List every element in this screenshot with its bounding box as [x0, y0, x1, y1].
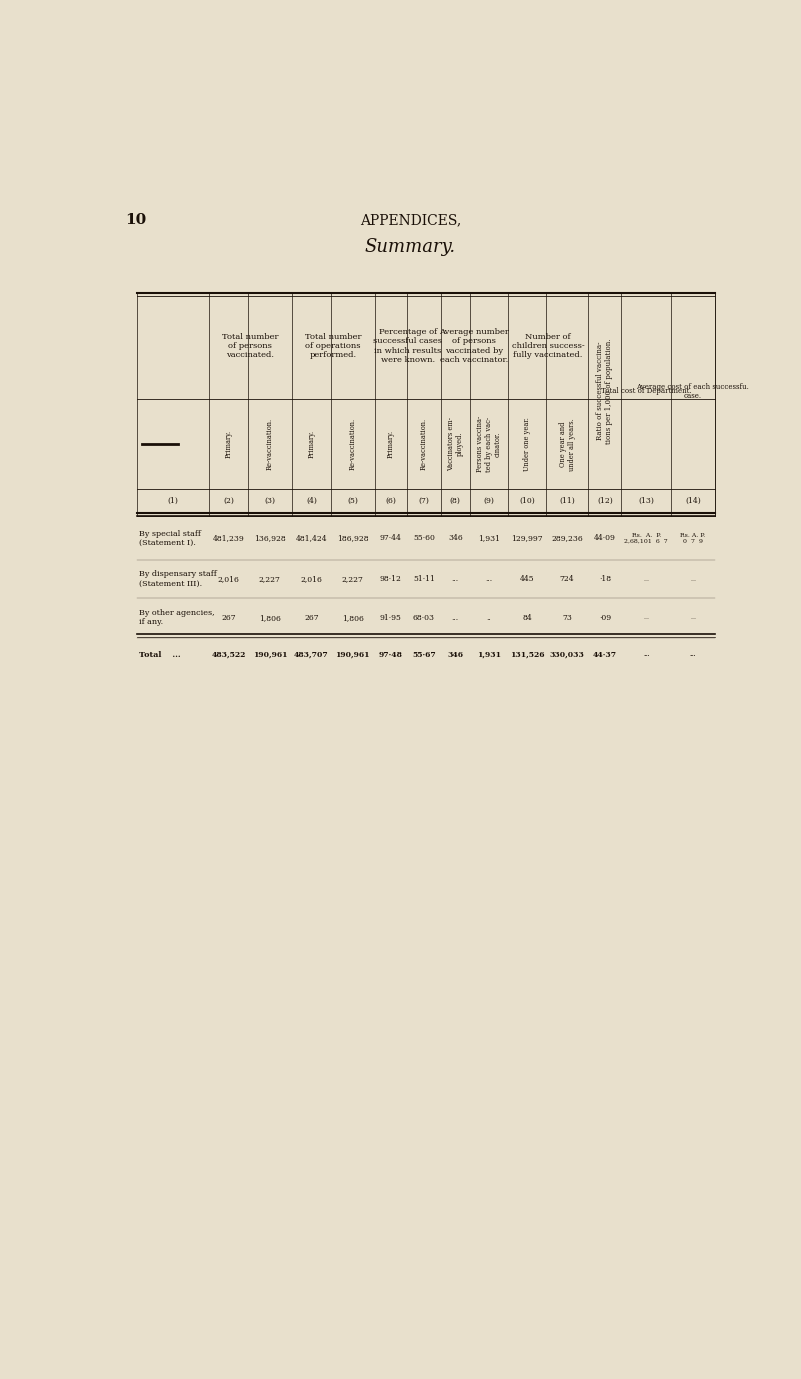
Text: Number of
children success-
fully vaccinated.: Number of children success- fully vaccin…	[512, 332, 585, 359]
Text: (10): (10)	[519, 496, 535, 505]
Text: Primary.: Primary.	[308, 430, 316, 458]
Text: (5): (5)	[348, 496, 358, 505]
Text: 445: 445	[520, 575, 534, 583]
Text: Persons vaccina-
ted by each vac-
cinator.: Persons vaccina- ted by each vac- cinato…	[476, 416, 502, 473]
Text: (11): (11)	[559, 496, 575, 505]
Text: (14): (14)	[685, 496, 701, 505]
Text: Under one year.: Under one year.	[523, 418, 531, 472]
Text: 190,961: 190,961	[252, 651, 287, 659]
Text: ...: ...	[643, 652, 650, 658]
Text: One year and
under all years.: One year and under all years.	[558, 418, 576, 470]
Text: 483,522: 483,522	[211, 651, 246, 659]
Text: (2): (2)	[223, 496, 234, 505]
Text: ...: ...	[643, 615, 650, 621]
Text: 483,707: 483,707	[294, 651, 328, 659]
Text: 55·67: 55·67	[412, 651, 436, 659]
Text: 136,928: 136,928	[254, 534, 286, 542]
Text: 97·44: 97·44	[380, 534, 401, 542]
Text: ·09: ·09	[599, 614, 611, 622]
Text: (3): (3)	[264, 496, 276, 505]
Text: (1): (1)	[167, 496, 179, 505]
Text: ...: ...	[452, 575, 459, 583]
Text: ...: ...	[485, 575, 493, 583]
Text: APPENDICES,: APPENDICES,	[360, 214, 461, 228]
Text: (6): (6)	[385, 496, 396, 505]
Text: (7): (7)	[418, 496, 429, 505]
Text: Ratio of successful vaccina-
tions per 1,000 of population.: Ratio of successful vaccina- tions per 1…	[596, 338, 614, 444]
Text: 91·95: 91·95	[380, 614, 401, 622]
Text: 330,033: 330,033	[549, 651, 585, 659]
Text: 55·60: 55·60	[413, 534, 435, 542]
Text: 1,806: 1,806	[342, 614, 364, 622]
Text: Re-vaccination.: Re-vaccination.	[348, 418, 356, 470]
Text: Rs. A. P.
0  7  9: Rs. A. P. 0 7 9	[680, 532, 706, 543]
Text: 84: 84	[522, 614, 532, 622]
Text: 289,236: 289,236	[551, 534, 583, 542]
Text: 51·11: 51·11	[413, 575, 435, 583]
Text: 129,997: 129,997	[511, 534, 543, 542]
Text: Total number
of persons
vaccinated.: Total number of persons vaccinated.	[222, 332, 279, 359]
Text: 97·48: 97·48	[379, 651, 403, 659]
Text: (9): (9)	[484, 496, 494, 505]
Text: 10: 10	[125, 214, 147, 228]
Text: 1,931: 1,931	[477, 651, 501, 659]
Text: 190,961: 190,961	[336, 651, 370, 659]
Text: ...: ...	[452, 614, 459, 622]
Text: ...: ...	[690, 652, 696, 658]
Text: (12): (12)	[597, 496, 613, 505]
Text: 346: 346	[448, 534, 463, 542]
Text: Re-vaccination.: Re-vaccination.	[266, 418, 274, 470]
Text: (4): (4)	[306, 496, 316, 505]
Text: Re-vaccination.: Re-vaccination.	[420, 418, 428, 470]
Text: ...: ...	[690, 576, 696, 582]
Text: 44·37: 44·37	[593, 651, 617, 659]
Text: 1,806: 1,806	[259, 614, 281, 622]
Text: ·18: ·18	[599, 575, 611, 583]
Text: Total cost of Department.: Total cost of Department.	[601, 387, 691, 396]
Text: 267: 267	[304, 614, 319, 622]
Text: 73: 73	[562, 614, 572, 622]
Text: By other agencies,
if any.: By other agencies, if any.	[139, 610, 215, 626]
Text: Primary.: Primary.	[224, 430, 232, 458]
Text: ..: ..	[486, 614, 491, 622]
Text: ...: ...	[643, 576, 650, 582]
Text: 186,928: 186,928	[337, 534, 368, 542]
Text: 68·03: 68·03	[413, 614, 435, 622]
Text: By dispensary staff
(Statement III).: By dispensary staff (Statement III).	[139, 571, 217, 587]
Text: 2,016: 2,016	[300, 575, 322, 583]
Text: Total number
of operations
performed.: Total number of operations performed.	[305, 332, 361, 359]
Text: (8): (8)	[450, 496, 461, 505]
Text: (13): (13)	[638, 496, 654, 505]
Text: 131,526: 131,526	[509, 651, 544, 659]
Text: 2,016: 2,016	[218, 575, 239, 583]
Text: 2,227: 2,227	[259, 575, 281, 583]
Text: 1,931: 1,931	[478, 534, 500, 542]
Text: 724: 724	[560, 575, 574, 583]
Text: By special staff
(Statement I).: By special staff (Statement I).	[139, 530, 201, 547]
Text: Total    ...: Total ...	[139, 651, 181, 659]
Text: 267: 267	[221, 614, 235, 622]
Text: Rs.  A.  P.
2,68,101  6  7: Rs. A. P. 2,68,101 6 7	[625, 532, 668, 543]
Text: 346: 346	[447, 651, 463, 659]
Text: 481,424: 481,424	[296, 534, 327, 542]
Text: 481,239: 481,239	[212, 534, 244, 542]
Text: ...: ...	[690, 615, 696, 621]
Text: Average cost of each successfu.
case.: Average cost of each successfu. case.	[637, 382, 750, 400]
Text: Summary.: Summary.	[365, 237, 456, 255]
Text: 2,227: 2,227	[342, 575, 364, 583]
Text: 44·09: 44·09	[594, 534, 616, 542]
Text: Average number
of persons
vaccinated by
each vaccinator.: Average number of persons vaccinated by …	[440, 328, 509, 364]
Text: Vaccinators em-
ployed.: Vaccinators em- ployed.	[447, 418, 464, 472]
Text: Percentage of
successful cases
in which results
were known.: Percentage of successful cases in which …	[373, 328, 442, 364]
Text: 98·12: 98·12	[380, 575, 401, 583]
Text: Primary.: Primary.	[387, 430, 395, 458]
